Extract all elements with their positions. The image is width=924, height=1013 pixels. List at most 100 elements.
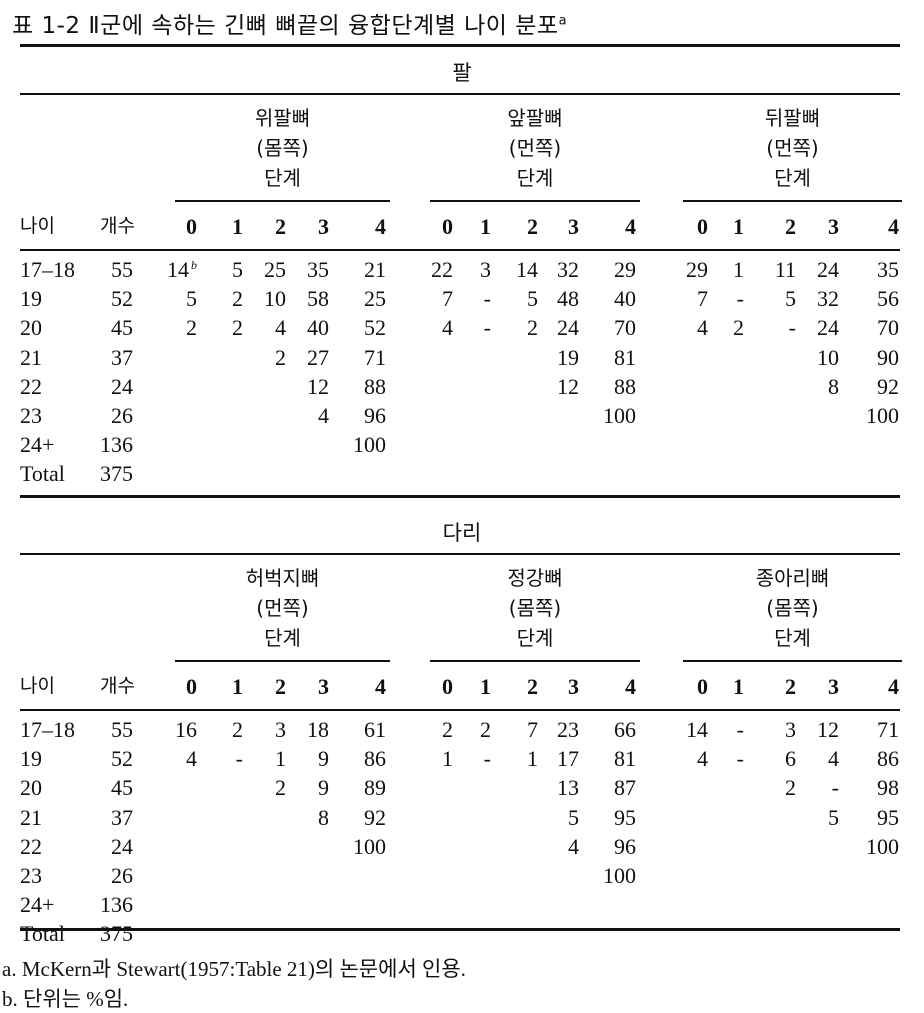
stage-percent: 70 bbox=[586, 313, 636, 342]
stage-percent: 7 bbox=[658, 284, 708, 313]
value: 9 bbox=[318, 775, 329, 801]
stage-header: 1 bbox=[232, 214, 243, 239]
stage-percent: - bbox=[789, 773, 839, 802]
stage-percent: 95 bbox=[849, 803, 899, 832]
stage-percent: 14 b bbox=[139, 255, 197, 284]
stage-percent: 100 bbox=[586, 401, 636, 430]
value: 96 bbox=[614, 833, 636, 859]
stage-percent: 100 bbox=[336, 832, 386, 861]
stage-percent: 48 bbox=[529, 284, 579, 313]
stage-header: 3 bbox=[828, 214, 839, 239]
value: - bbox=[235, 746, 243, 772]
group-header: 허벅지뼈 (먼쪽) 단계 bbox=[175, 563, 390, 653]
value: 58 bbox=[307, 286, 329, 312]
stage-percent: 2 bbox=[147, 313, 197, 342]
header-rule bbox=[20, 709, 900, 711]
group-name: 위팔뼈 bbox=[254, 106, 311, 130]
stage-header: 4 bbox=[625, 674, 636, 699]
value: 18 bbox=[307, 717, 329, 742]
value: 45 bbox=[111, 315, 133, 341]
stage-header: 0 bbox=[697, 214, 708, 239]
value: 136 bbox=[100, 892, 133, 918]
value: 56 bbox=[877, 286, 899, 312]
stage-header: 4 bbox=[625, 214, 636, 239]
stage-percent: 2 bbox=[746, 773, 796, 802]
stage-percent: 5 bbox=[789, 803, 839, 832]
value: 4 bbox=[318, 403, 329, 428]
stage-percent: 98 bbox=[849, 773, 899, 802]
stage-percent: 81 bbox=[586, 744, 636, 773]
value: 29 bbox=[686, 257, 708, 282]
value: 2 bbox=[480, 717, 491, 742]
stage-header: 2 bbox=[275, 674, 286, 699]
stage-percent: 32 bbox=[789, 284, 839, 313]
value: 40 bbox=[307, 315, 329, 341]
value: 40 bbox=[614, 286, 636, 312]
group-underline bbox=[430, 200, 640, 202]
stage-percent: 2 bbox=[441, 715, 491, 744]
stage-percent: 88 bbox=[336, 372, 386, 401]
value: 10 bbox=[264, 286, 286, 312]
value: - bbox=[483, 315, 491, 341]
stage-header: 0 bbox=[186, 674, 197, 699]
stage-header: 4 bbox=[375, 674, 386, 699]
footnote-b: b. 단위는 %임. bbox=[2, 987, 129, 1011]
value: 14 bbox=[686, 717, 708, 742]
row-age: 21 bbox=[20, 804, 42, 830]
age-header: 나이 bbox=[20, 215, 55, 237]
value: 29 bbox=[614, 257, 636, 282]
group-name: 종아리뼈 bbox=[755, 566, 830, 590]
stage-percent: 9 bbox=[279, 773, 329, 802]
stage-percent: 18 bbox=[279, 715, 329, 744]
stage-percent: 56 bbox=[849, 284, 899, 313]
value: 17 bbox=[557, 746, 579, 772]
group-side: (먼쪽) bbox=[256, 596, 309, 620]
value: 55 bbox=[111, 717, 133, 742]
value: 100 bbox=[353, 432, 386, 458]
value: 3 bbox=[785, 717, 796, 742]
group-header: 종아리뼈 (몸쪽) 단계 bbox=[683, 563, 902, 653]
value: 14 bbox=[167, 257, 189, 282]
value: 89 bbox=[364, 775, 386, 801]
value: 71 bbox=[877, 717, 899, 742]
row-count: 375 bbox=[83, 459, 133, 488]
stage-percent: 14 bbox=[658, 715, 708, 744]
stage-percent: 92 bbox=[336, 803, 386, 832]
stage-header: 2 bbox=[785, 674, 796, 699]
value: - bbox=[483, 286, 491, 312]
stage-percent: 81 bbox=[586, 343, 636, 372]
stage-percent: 32 bbox=[529, 255, 579, 284]
stage-percent: 6 bbox=[746, 744, 796, 773]
value: 37 bbox=[111, 804, 133, 830]
group-stage: 단계 bbox=[516, 626, 554, 650]
stage-percent: 7 bbox=[403, 284, 453, 313]
stage-percent: 2 bbox=[694, 313, 744, 342]
value: 70 bbox=[614, 315, 636, 341]
stage-header: 3 bbox=[318, 674, 329, 699]
stage-percent: 2 bbox=[236, 343, 286, 372]
value: 81 bbox=[614, 746, 636, 772]
value: 3 bbox=[480, 257, 491, 282]
value: 8 bbox=[828, 373, 839, 399]
stage-percent: 1 bbox=[488, 744, 538, 773]
group-stage: 단계 bbox=[516, 166, 554, 190]
stage-percent: 2 bbox=[488, 313, 538, 342]
row-age: 20 bbox=[20, 775, 42, 801]
row-age: 23 bbox=[20, 403, 42, 428]
value: 37 bbox=[111, 344, 133, 370]
group-side: (몸쪽) bbox=[256, 136, 309, 160]
stage-percent: 70 bbox=[849, 313, 899, 342]
value: 11 bbox=[774, 257, 796, 282]
stage-percent: 24 bbox=[529, 313, 579, 342]
value: 1 bbox=[733, 257, 744, 282]
stage-percent: - bbox=[694, 744, 744, 773]
row-age: Total bbox=[20, 461, 65, 487]
stage-header: 1 bbox=[733, 214, 744, 239]
row-count: 26 bbox=[83, 401, 133, 430]
section-label-1: 다리 bbox=[442, 521, 482, 545]
stage-percent: 96 bbox=[586, 832, 636, 861]
value: 19 bbox=[557, 344, 579, 370]
stage-percent: 87 bbox=[586, 773, 636, 802]
row-age: 24+ bbox=[20, 892, 55, 918]
stage-percent: 2 bbox=[403, 715, 453, 744]
